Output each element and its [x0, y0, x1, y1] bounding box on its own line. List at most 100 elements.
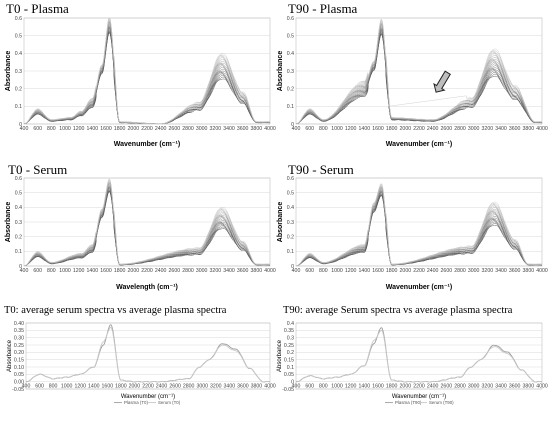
x-tick-label: 2400 [155, 268, 167, 274]
x-tick-label: 1000 [331, 384, 343, 390]
y-tick-label: 0.2 [287, 350, 294, 356]
x-tick-label: 1000 [61, 384, 73, 390]
x-tick-label: 3200 [482, 126, 494, 132]
plot-frame [295, 17, 543, 125]
x-tick-label: 1200 [345, 126, 357, 132]
y-tick-label: -0.05 [282, 387, 294, 393]
x-tick-label: 3000 [196, 384, 208, 390]
y-tick-label: 0.1 [287, 104, 294, 110]
plot-frame [295, 322, 543, 390]
x-tick-label: 1400 [88, 384, 100, 390]
y-axis-label: Absorbance [5, 202, 12, 243]
y-tick-label: 0.6 [287, 16, 294, 22]
x-tick-label: 2200 [142, 384, 154, 390]
x-tick-label: 1800 [386, 268, 398, 274]
x-tick-label: 1400 [87, 268, 99, 274]
y-tick-label: 0.3 [15, 220, 22, 226]
x-tick-label: 1200 [73, 126, 85, 132]
annotation-arrow-icon [433, 70, 451, 93]
x-tick-label: 1800 [114, 268, 126, 274]
x-tick-label: 2200 [413, 384, 425, 390]
x-tick-label: 3600 [237, 268, 249, 274]
x-tick-label: 800 [47, 268, 56, 274]
y-tick-label: 0.1 [15, 249, 22, 255]
y-tick-label: 0.5 [287, 33, 294, 39]
x-tick-label: 1000 [59, 126, 71, 132]
y-tick-label: 0.3 [287, 335, 294, 341]
x-tick-label: 2600 [441, 126, 453, 132]
chart-title: T0 - Serum [8, 162, 67, 177]
y-tick-label: 0.6 [15, 176, 22, 182]
x-tick-label: 1200 [345, 384, 357, 390]
chart-panel-3: T0 - Serum 0 0.1 0.2 0.3 0.4 0.5 0.6 400 600 800 10… [5, 162, 276, 291]
x-tick-label: 600 [305, 268, 314, 274]
x-tick-label: 2000 [400, 268, 412, 274]
x-tick-label: 2200 [413, 268, 425, 274]
x-tick-label: 800 [319, 126, 328, 132]
y-tick-label: 0 [19, 264, 22, 270]
y-tick-label: 0.5 [15, 33, 22, 39]
x-axis-label: Wavenumber (cm⁻¹) [121, 394, 175, 400]
x-tick-label: 3800 [523, 126, 535, 132]
x-tick-label: 2000 [400, 126, 412, 132]
x-tick-label: 3400 [495, 268, 507, 274]
x-tick-label: 2200 [141, 268, 153, 274]
series-line [296, 329, 542, 383]
spectrum-line [296, 183, 542, 266]
x-tick-label: 1800 [115, 384, 127, 390]
x-tick-label: 3400 [223, 126, 235, 132]
x-tick-label: 1000 [331, 268, 343, 274]
plot-frame [23, 177, 271, 267]
x-tick-label: 2800 [454, 384, 466, 390]
x-tick-label: 3800 [251, 126, 263, 132]
chart-panel-5: T0: average serum spectra vs average pla… [4, 305, 276, 405]
y-tick-label: 0.20 [14, 350, 24, 356]
x-tick-label: 1600 [100, 268, 112, 274]
y-tick-label: 0.4 [287, 321, 294, 327]
x-tick-label: 3000 [196, 126, 208, 132]
x-tick-label: 1200 [74, 384, 86, 390]
spectrum-line [24, 178, 270, 266]
x-tick-label: 1600 [100, 126, 112, 132]
x-tick-label: 3200 [210, 384, 222, 390]
legend-label: Serum (T90) [429, 400, 454, 405]
chart-panel-2: T90 - Plasma 0 0.1 0.2 0.3 0.4 0.5 0.6 400 600 800… [277, 1, 548, 148]
x-tick-label: 2800 [182, 268, 194, 274]
x-tick-label: 4000 [536, 268, 548, 274]
y-tick-label: 0.2 [15, 234, 22, 240]
x-tick-label: 400 [20, 268, 29, 274]
y-tick-label: 0.05 [14, 372, 24, 378]
x-tick-label: 400 [292, 126, 301, 132]
x-tick-label: 2200 [141, 126, 153, 132]
y-tick-label: 0.2 [15, 86, 22, 92]
x-tick-label: 4000 [264, 126, 276, 132]
y-tick-label: 0.1 [15, 104, 22, 110]
x-tick-label: 400 [292, 268, 301, 274]
y-tick-label: 0.15 [284, 357, 294, 363]
x-tick-label: 2800 [454, 126, 466, 132]
x-tick-label: 2400 [156, 384, 168, 390]
x-tick-label: 2000 [128, 126, 140, 132]
chart-title: T0: average serum spectra vs average pla… [4, 305, 227, 316]
x-tick-label: 1000 [331, 126, 343, 132]
x-tick-label: 1800 [386, 384, 398, 390]
x-tick-label: 600 [35, 384, 44, 390]
x-tick-label: 400 [20, 126, 29, 132]
y-tick-label: 0.2 [287, 234, 294, 240]
y-tick-label: 0.4 [287, 205, 294, 211]
chart-title: T90 - Serum [288, 162, 354, 177]
series-line [26, 327, 270, 383]
x-tick-label: 3000 [468, 384, 480, 390]
x-tick-label: 4000 [536, 126, 548, 132]
x-tick-label: 3800 [251, 268, 263, 274]
y-tick-label: 0.2 [287, 86, 294, 92]
y-tick-label: 0.4 [287, 51, 294, 57]
y-tick-label: 0 [291, 122, 294, 128]
x-tick-label: 2400 [427, 268, 439, 274]
spectrum-line [296, 18, 542, 124]
y-tick-label: 0.4 [15, 205, 22, 211]
legend-label: Serum (T0) [158, 400, 181, 405]
x-tick-label: 3800 [523, 268, 535, 274]
